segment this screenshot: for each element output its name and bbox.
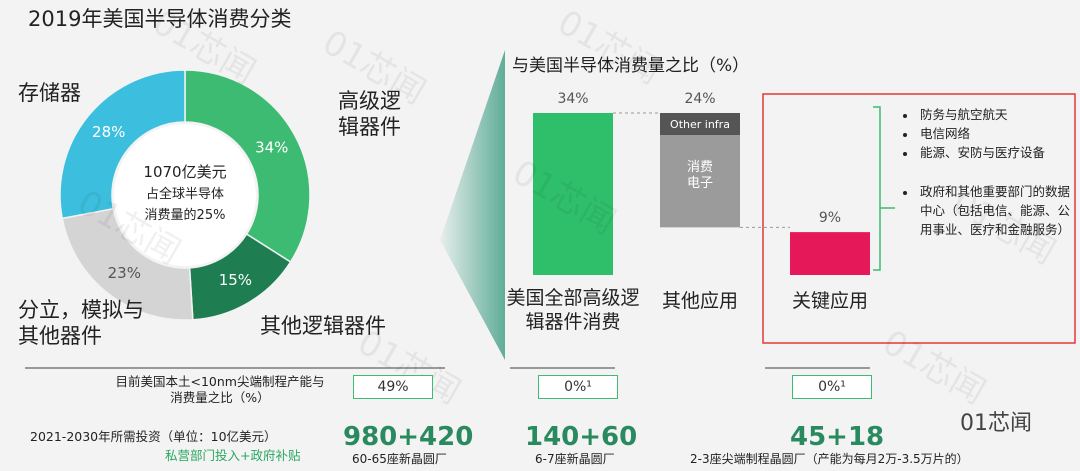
- row-sublabel: 私营部门投入+政府补贴: [165, 448, 301, 463]
- slice-label: 23%: [108, 264, 141, 282]
- row-label: 目前美国本土<10nm尖端制程产能与消费量之比（%）: [115, 374, 325, 405]
- investment-value: 45+18: [790, 422, 885, 452]
- bracket: [873, 106, 895, 271]
- bullet: 能源、安防与医疗设备: [920, 145, 1046, 160]
- ratio-box: 0%¹: [538, 375, 618, 399]
- row-label: 2021-2030年所需投资（单位：10亿美元）: [30, 429, 277, 444]
- highlight-box: [762, 93, 1076, 344]
- bullet: 政府和其他重要部门的数据中心（包括电信、能源、公用事业、医疗和金融服务）: [920, 184, 1071, 237]
- investment-value: 140+60: [525, 422, 638, 452]
- investment-note: 2-3座尖端制程晶圆厂（产能为每月2万-3.5万片的）: [690, 452, 969, 466]
- ratio-box: 49%: [353, 375, 433, 399]
- donut-hole: [114, 124, 256, 266]
- segment-band: [660, 113, 740, 135]
- donut-slice: [59, 69, 186, 220]
- donut-slice: [184, 69, 311, 264]
- bullet-dot: [903, 114, 907, 118]
- value-label: 34%: [557, 91, 588, 107]
- donut-slice: [61, 207, 194, 321]
- bullet: 防务与航空航天: [920, 107, 1008, 122]
- slice-label: 34%: [255, 138, 288, 156]
- category-label: 其他逻辑器件: [260, 314, 386, 338]
- investment-note: 60-65座新晶圆厂: [352, 452, 447, 466]
- zoom-wedge: [440, 50, 505, 360]
- bullet-dot: [903, 191, 907, 195]
- center-text: 占全球半导体: [146, 186, 224, 202]
- center-text: 消费量的25%: [145, 207, 226, 223]
- logo: 01芯闻: [960, 411, 1032, 436]
- value-label: 9%: [819, 210, 841, 226]
- investment-note: 6-7座新晶圆厂: [535, 452, 615, 466]
- slice-label: 15%: [219, 271, 252, 289]
- value-label: 24%: [684, 91, 715, 107]
- center-text: 1070亿美元: [143, 163, 226, 181]
- bullet: 电信网络: [920, 126, 971, 141]
- category-label: 美国全部高级逻辑器件消费: [506, 287, 640, 333]
- chart-title: 与美国半导体消费量之比（%）: [512, 56, 750, 76]
- category-label: 高级逻辑器件: [338, 89, 401, 140]
- ratio-box: 0%¹: [792, 375, 872, 399]
- category-label: 分立，模拟与其他器件: [18, 298, 144, 349]
- slice-label: 28%: [92, 123, 125, 141]
- bar: [790, 232, 870, 275]
- segment-label: Other infra: [670, 118, 730, 131]
- investment-value: 980+420: [343, 422, 474, 452]
- bullet-dot: [903, 133, 907, 137]
- category-label: 关键应用: [791, 290, 868, 312]
- bar: [533, 113, 613, 275]
- title: 2019年美国半导体消费分类: [28, 7, 292, 31]
- category-label: 存储器: [18, 81, 81, 105]
- segment-label: 消费电子: [686, 160, 713, 192]
- bullet-dot: [903, 152, 907, 156]
- category-label: 其他应用: [661, 290, 738, 312]
